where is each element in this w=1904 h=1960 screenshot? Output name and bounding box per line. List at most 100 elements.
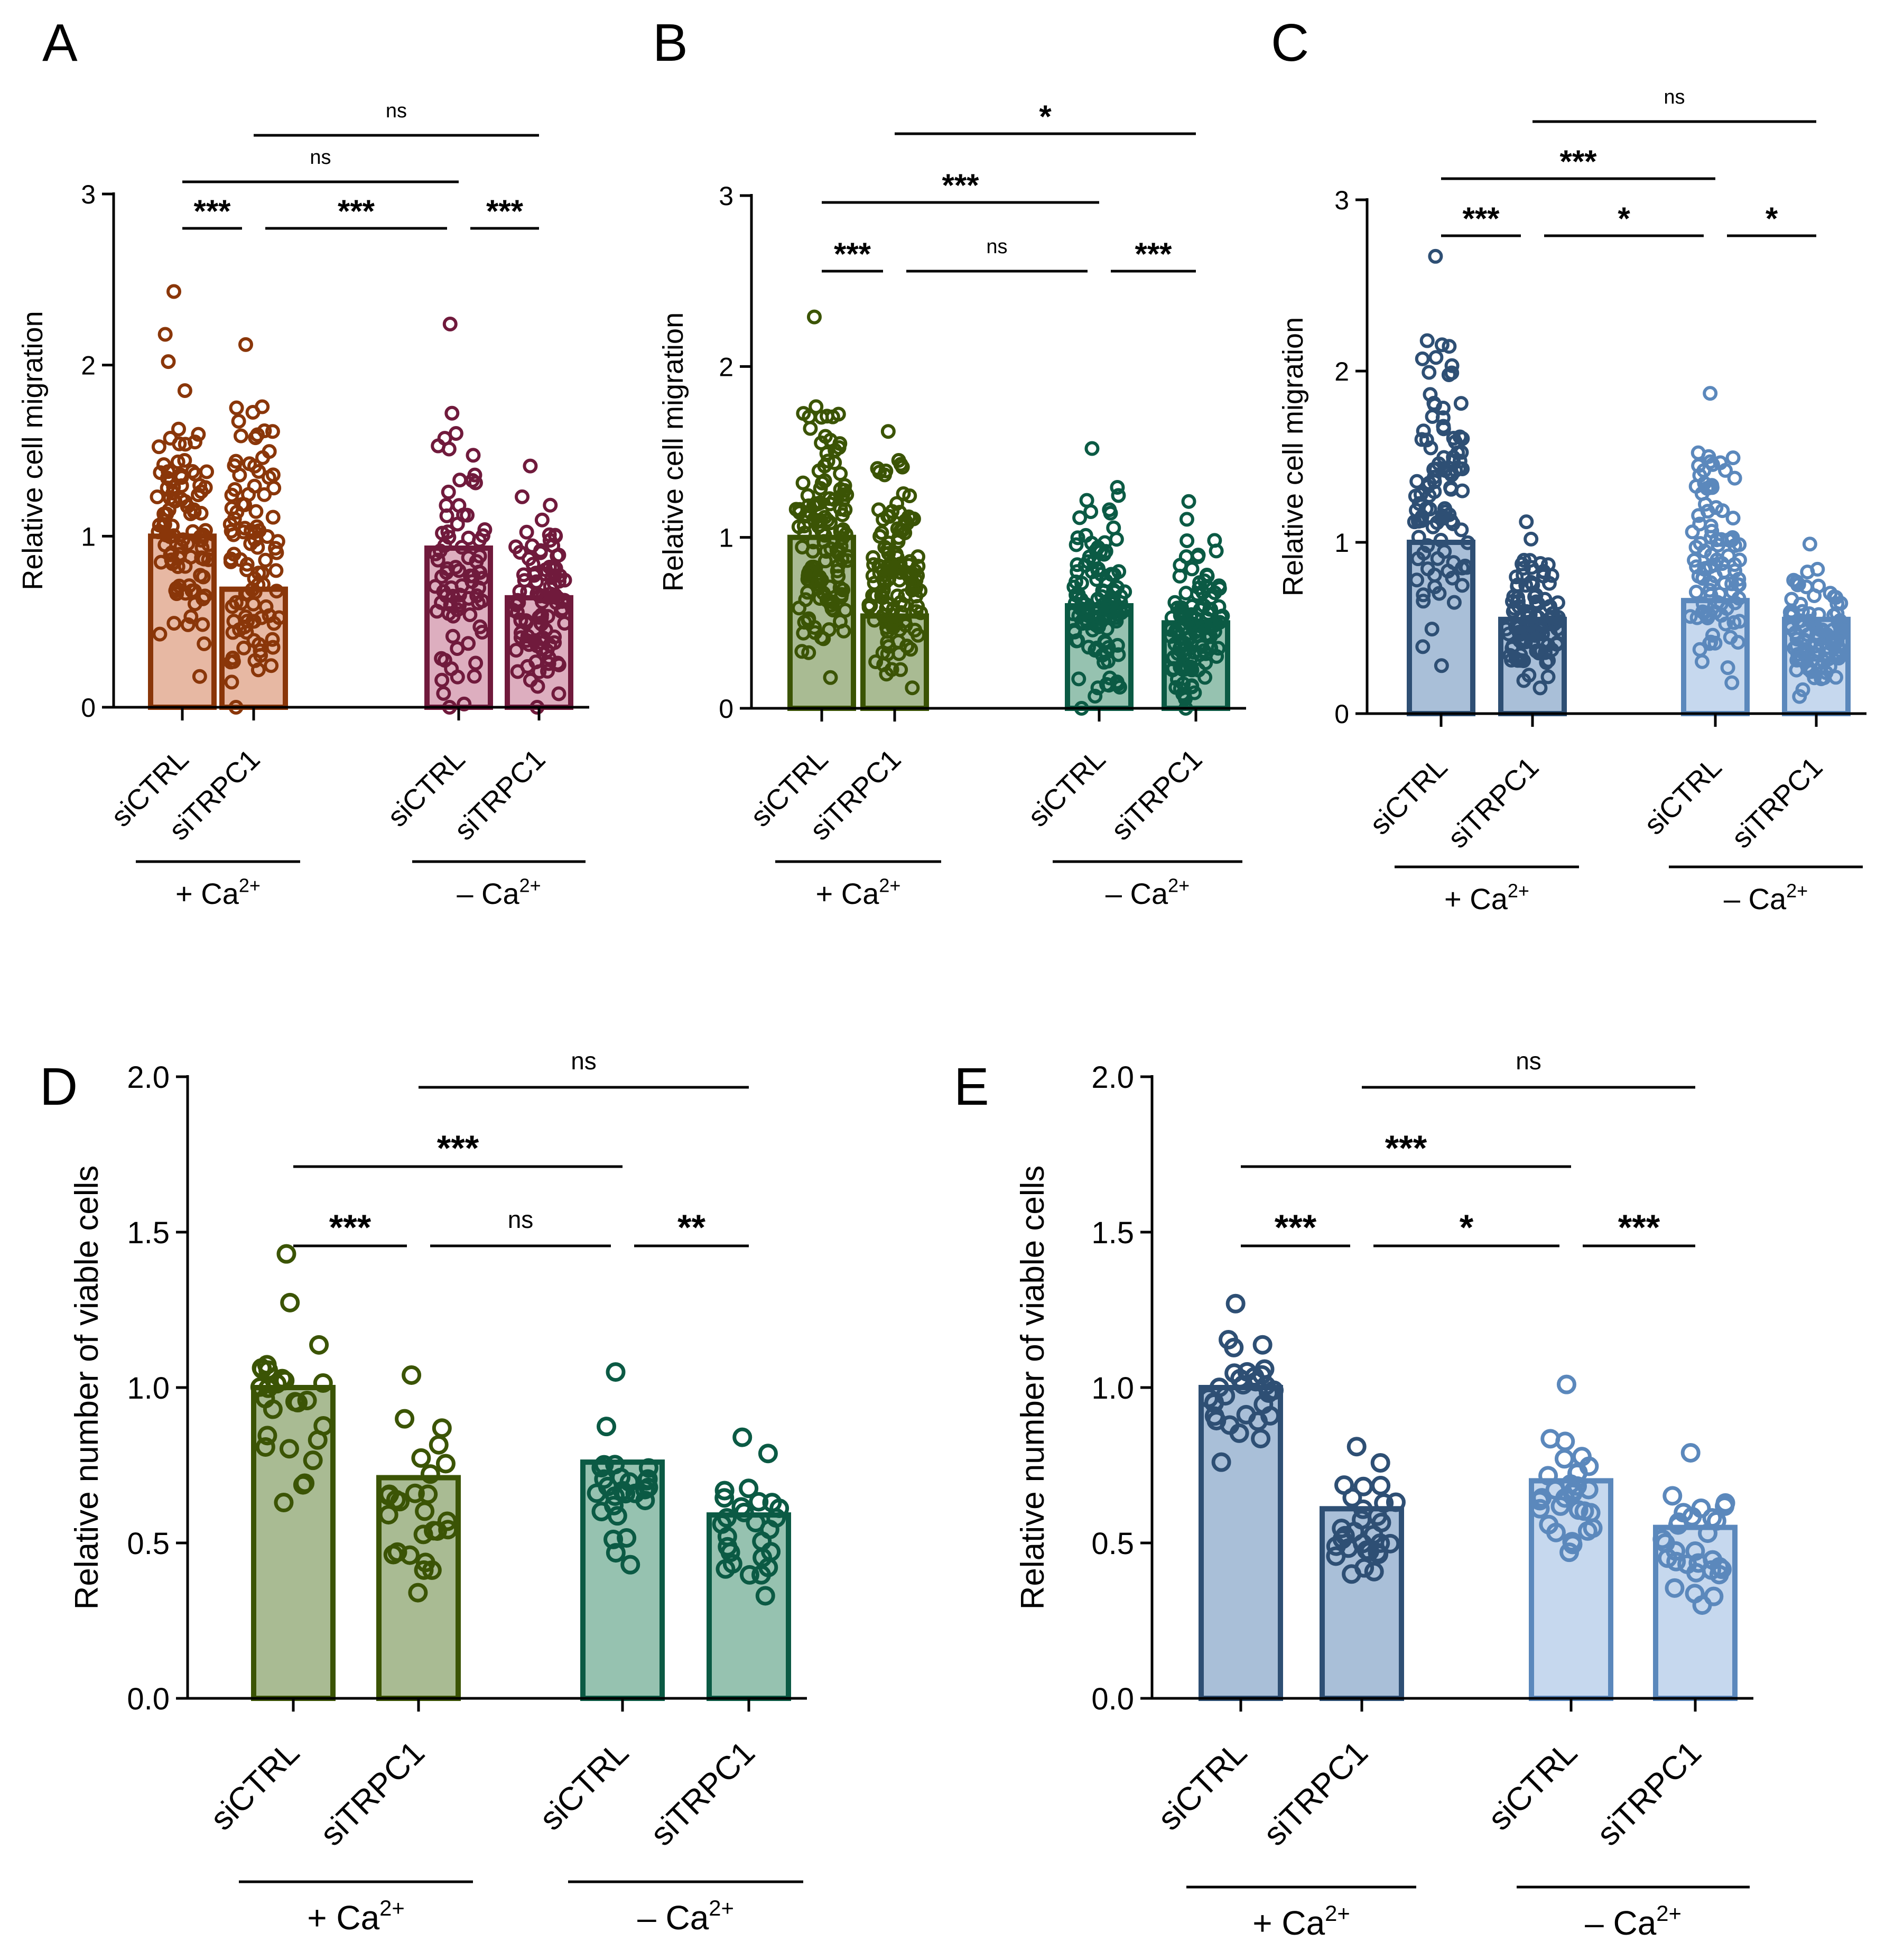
data-point <box>161 354 176 369</box>
data-point <box>1177 658 1192 673</box>
data-point <box>907 623 923 638</box>
x-tick-label: siCTRL <box>1022 743 1112 833</box>
data-point <box>1555 1431 1575 1451</box>
data-point <box>1519 514 1534 530</box>
data-point <box>432 1418 452 1438</box>
data-point <box>1416 423 1431 439</box>
data-point <box>1411 514 1426 529</box>
significance-label: * <box>1618 201 1630 236</box>
data-point <box>185 524 200 539</box>
data-point <box>1680 1443 1701 1463</box>
y-tick-label: 2 <box>719 352 733 382</box>
data-point <box>1691 1498 1711 1518</box>
data-point <box>1521 668 1537 683</box>
data-point <box>1207 585 1222 600</box>
x-tick-label: siCTRL <box>1638 751 1728 841</box>
data-point <box>225 599 240 614</box>
data-point <box>195 617 210 632</box>
data-point <box>471 595 486 611</box>
data-point <box>817 473 832 488</box>
data-point <box>297 1390 317 1410</box>
x-tick-label: siCTRL <box>1151 1734 1254 1837</box>
data-point <box>1509 569 1524 585</box>
data-point <box>257 1426 277 1446</box>
data-point <box>162 491 178 506</box>
data-point <box>1528 587 1544 603</box>
data-point <box>183 609 199 624</box>
data-point <box>1224 1363 1244 1383</box>
data-point <box>1173 681 1188 696</box>
group-label-superscript: 2+ <box>1786 880 1808 902</box>
data-point <box>194 540 210 556</box>
significance-label: *** <box>338 193 375 229</box>
data-point <box>739 1478 759 1499</box>
y-tick-label: 1 <box>1334 528 1349 558</box>
data-point <box>1184 561 1200 577</box>
data-point <box>1178 586 1194 601</box>
x-tick-label: siCTRL <box>1481 1734 1584 1837</box>
group-label-superscript: 2+ <box>519 875 541 896</box>
data-point <box>833 539 849 554</box>
data-point <box>1426 461 1442 477</box>
data-point <box>177 452 192 468</box>
data-point <box>472 619 488 634</box>
data-point <box>150 489 165 504</box>
data-point <box>269 584 284 599</box>
y-tick-label: 1 <box>719 523 733 553</box>
data-point <box>224 674 239 690</box>
data-point <box>619 1472 639 1492</box>
data-point <box>1441 367 1456 382</box>
data-point <box>814 572 829 588</box>
significance-label: * <box>1039 99 1052 134</box>
data-point <box>797 525 812 541</box>
data-point <box>1668 1515 1688 1535</box>
data-point <box>1677 1554 1697 1574</box>
data-point <box>836 623 851 639</box>
y-tick-label: 2.0 <box>1091 1060 1134 1095</box>
data-point <box>183 549 199 565</box>
data-point <box>166 528 181 543</box>
data-point <box>1516 552 1531 568</box>
data-point <box>250 427 265 442</box>
data-point <box>1815 622 1830 637</box>
data-point <box>1536 565 1552 580</box>
significance-label: *** <box>1385 1128 1427 1168</box>
data-point <box>557 616 572 631</box>
data-point <box>226 527 241 542</box>
data-point <box>1088 643 1103 658</box>
data-point <box>520 659 535 674</box>
data-point <box>1414 432 1429 447</box>
data-point <box>240 613 255 628</box>
data-point <box>477 522 493 537</box>
data-point <box>174 478 189 493</box>
data-point <box>820 454 835 469</box>
data-point <box>468 655 484 671</box>
y-axis-label: Relative cell migration <box>17 311 49 590</box>
data-point <box>1070 564 1085 579</box>
data-point <box>835 522 851 538</box>
data-point <box>716 1559 736 1579</box>
data-point <box>225 625 240 640</box>
data-point <box>1725 450 1741 466</box>
data-point <box>152 626 168 642</box>
data-point <box>1549 635 1565 651</box>
data-point <box>515 489 530 504</box>
data-point <box>892 622 907 637</box>
data-point <box>1409 572 1425 588</box>
data-point <box>192 669 207 684</box>
group-label: – Ca2+ <box>1106 875 1190 911</box>
data-point <box>605 1486 625 1506</box>
significance-label: *** <box>834 236 871 272</box>
data-point <box>839 487 855 502</box>
data-point <box>874 525 889 540</box>
data-point <box>247 532 263 548</box>
data-point <box>1804 662 1819 678</box>
data-point <box>1066 623 1082 638</box>
data-point <box>245 404 261 420</box>
data-point <box>1568 1500 1589 1520</box>
data-point <box>802 563 817 578</box>
data-point <box>866 550 881 565</box>
